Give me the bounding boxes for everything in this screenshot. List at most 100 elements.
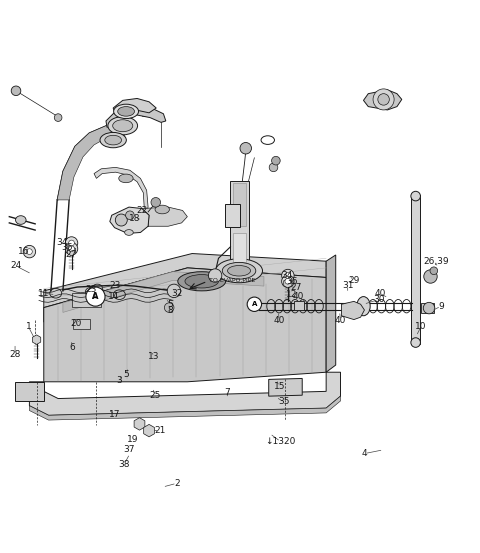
Text: 29: 29	[348, 276, 360, 285]
Ellipse shape	[228, 265, 251, 276]
Circle shape	[86, 287, 105, 306]
Bar	[73, 319, 90, 329]
Circle shape	[151, 197, 160, 207]
Text: 15: 15	[274, 382, 285, 391]
Polygon shape	[269, 378, 302, 396]
Text: 9: 9	[438, 302, 444, 311]
Text: 40: 40	[335, 316, 346, 325]
Circle shape	[411, 191, 420, 201]
Text: 3: 3	[117, 377, 122, 385]
Text: 16: 16	[18, 247, 29, 256]
Polygon shape	[57, 125, 125, 200]
Text: 7: 7	[224, 388, 229, 397]
Circle shape	[65, 237, 78, 249]
Circle shape	[424, 270, 437, 283]
Text: 19: 19	[127, 435, 138, 444]
Text: 38: 38	[119, 460, 130, 468]
Ellipse shape	[178, 272, 226, 291]
Bar	[230, 181, 249, 271]
Ellipse shape	[100, 132, 126, 148]
Text: 23: 23	[109, 280, 120, 290]
Circle shape	[285, 273, 291, 278]
Text: 35: 35	[278, 398, 290, 406]
Text: 37: 37	[123, 445, 135, 454]
Text: 13: 13	[148, 352, 159, 362]
Text: TO EVAPO.PIPE: TO EVAPO.PIPE	[209, 278, 255, 283]
Circle shape	[373, 89, 394, 110]
Circle shape	[240, 143, 252, 154]
Text: 11: 11	[38, 289, 49, 298]
Text: 1: 1	[25, 322, 31, 331]
Ellipse shape	[216, 259, 263, 283]
Ellipse shape	[113, 120, 133, 132]
Text: 8: 8	[168, 306, 173, 315]
Polygon shape	[110, 207, 149, 233]
Ellipse shape	[15, 216, 26, 225]
Bar	[225, 204, 240, 227]
Circle shape	[423, 302, 435, 314]
Text: ↓1320: ↓1320	[265, 437, 296, 446]
Polygon shape	[284, 278, 292, 288]
Circle shape	[26, 249, 32, 254]
Bar	[411, 195, 420, 343]
Ellipse shape	[185, 275, 218, 288]
Text: 30: 30	[373, 295, 384, 304]
Circle shape	[167, 284, 180, 298]
Polygon shape	[29, 396, 340, 420]
Text: 22: 22	[136, 206, 147, 215]
Polygon shape	[67, 246, 76, 256]
Text: 36: 36	[61, 243, 72, 252]
Text: 34: 34	[281, 271, 293, 280]
Polygon shape	[142, 207, 187, 226]
Polygon shape	[44, 253, 326, 307]
Circle shape	[269, 163, 278, 171]
Ellipse shape	[119, 174, 133, 182]
Ellipse shape	[108, 117, 138, 135]
Polygon shape	[44, 268, 326, 382]
Ellipse shape	[222, 262, 256, 279]
Circle shape	[11, 86, 21, 96]
Text: 23: 23	[85, 285, 96, 294]
Circle shape	[23, 246, 36, 258]
Bar	[233, 183, 246, 226]
Ellipse shape	[126, 211, 134, 220]
Polygon shape	[33, 335, 41, 345]
Text: 5: 5	[123, 370, 129, 379]
Polygon shape	[29, 372, 340, 415]
Text: 25: 25	[149, 391, 160, 400]
Text: 40: 40	[374, 289, 385, 298]
Text: 12: 12	[286, 290, 298, 299]
Ellipse shape	[114, 104, 139, 118]
Text: A: A	[92, 292, 98, 301]
Polygon shape	[363, 90, 402, 110]
Bar	[233, 233, 246, 262]
Text: 18: 18	[129, 213, 141, 223]
Text: 2: 2	[174, 479, 180, 488]
Polygon shape	[326, 255, 336, 372]
Polygon shape	[57, 125, 124, 200]
Bar	[72, 293, 101, 307]
Polygon shape	[134, 418, 145, 430]
Text: 34: 34	[56, 238, 68, 247]
Text: 26,39: 26,39	[423, 257, 449, 265]
Text: 36: 36	[286, 277, 298, 286]
Text: A: A	[252, 301, 257, 307]
Text: 17: 17	[109, 410, 120, 419]
Polygon shape	[15, 382, 44, 401]
Polygon shape	[341, 301, 364, 320]
Ellipse shape	[118, 107, 134, 116]
Text: 24: 24	[11, 262, 22, 270]
Text: 27: 27	[291, 283, 302, 291]
Ellipse shape	[125, 229, 133, 236]
Text: 31: 31	[342, 280, 353, 290]
Bar	[294, 301, 304, 310]
Polygon shape	[113, 98, 156, 114]
Ellipse shape	[105, 135, 121, 145]
Polygon shape	[63, 272, 264, 312]
Circle shape	[69, 246, 74, 252]
Circle shape	[411, 338, 420, 347]
Circle shape	[54, 114, 62, 122]
Circle shape	[430, 267, 438, 275]
Text: 28: 28	[10, 349, 21, 358]
Text: 6: 6	[70, 343, 75, 352]
